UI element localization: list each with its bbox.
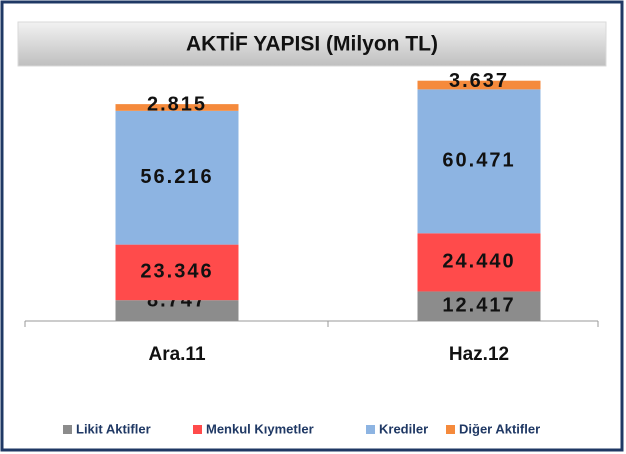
- legend-label: Likit Aktifler: [76, 421, 151, 436]
- bar-segment: [115, 104, 239, 111]
- legend-label: Diğer Aktifler: [459, 421, 540, 436]
- bar-segment: [417, 80, 541, 90]
- title-box: [17, 21, 607, 67]
- bar-segment: [115, 110, 239, 245]
- bar-segment: [417, 291, 541, 321]
- legend-label: Krediler: [379, 421, 428, 436]
- data-label: 56.216: [140, 166, 213, 188]
- bar-segment: [115, 244, 239, 301]
- data-label: 24.440: [442, 251, 515, 273]
- x-tick-label: Ara.11: [148, 344, 205, 365]
- chart-title: AKTİF YAPISI (Milyon TL): [186, 33, 438, 56]
- legend-swatch: [366, 425, 375, 434]
- data-label: 60.471: [442, 150, 515, 172]
- data-label: 23.346: [140, 261, 213, 283]
- bar-segment: [417, 89, 541, 234]
- legend-swatch: [63, 425, 72, 434]
- bar-segment: [115, 300, 239, 321]
- legend-swatch: [446, 425, 455, 434]
- bar-segment: [417, 233, 541, 292]
- data-label: 3.637: [449, 70, 509, 92]
- legend-swatch: [193, 425, 202, 434]
- data-label: 12.417: [442, 295, 515, 317]
- data-label: 2.815: [147, 93, 207, 115]
- x-tick-label: Haz.12: [449, 344, 509, 365]
- legend-label: Menkul Kıymetler: [206, 421, 314, 436]
